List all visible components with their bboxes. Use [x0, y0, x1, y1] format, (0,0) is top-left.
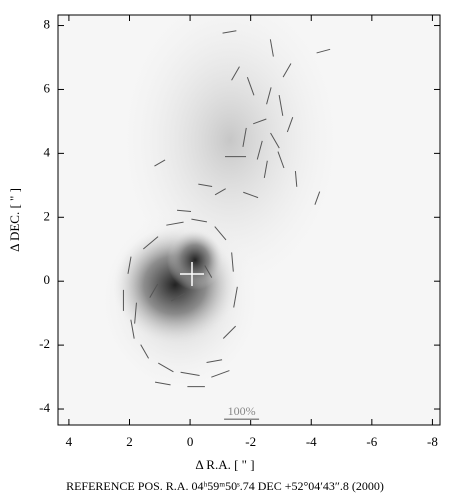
polarization-vector: [277, 151, 285, 169]
polarization-vector: [266, 87, 272, 105]
polarization-vector: [243, 191, 259, 199]
polarization-vector: [233, 286, 238, 308]
polarization-vector: [149, 283, 159, 298]
x-tick-label: 0: [187, 434, 194, 449]
polarization-vector: [140, 344, 150, 359]
polarization-vector: [134, 302, 137, 324]
x-tick-label: -6: [366, 434, 377, 449]
y-tick-label: -2: [39, 336, 50, 351]
polarization-vector: [211, 370, 230, 378]
y-tick-label: 8: [44, 17, 51, 32]
polarization-vector: [256, 140, 263, 160]
polarization-vector: [231, 66, 240, 81]
polarization-vector: [242, 127, 247, 147]
reference-cross: [180, 262, 204, 286]
polarization-vector: [316, 48, 331, 54]
y-tick-label: 4: [44, 144, 51, 159]
plot-frame: [57, 14, 441, 426]
polarization-vector: [222, 325, 237, 339]
polarization-vector: [314, 191, 321, 205]
polarization-vector: [269, 39, 274, 57]
x-tick-label: 4: [66, 434, 73, 449]
polarization-vector: [270, 132, 280, 149]
scale-bar-label: 100%: [228, 404, 256, 418]
polarization-vector: [282, 63, 292, 78]
polarization-vector: [191, 218, 208, 223]
x-tick-label: -8: [427, 434, 438, 449]
polarization-vector: [214, 226, 227, 241]
y-axis-label: Δ DEC. [ " ]: [7, 188, 22, 252]
polarization-vector: [286, 117, 294, 133]
polarization-vector: [177, 209, 192, 213]
intensity-map: [58, 15, 440, 425]
polarization-vector: [170, 292, 186, 302]
x-axis-label: Δ R.A. [ " ]: [195, 457, 254, 472]
polarization-vector: [204, 265, 213, 278]
vectors: [122, 30, 331, 388]
polarization-vector: [263, 160, 268, 179]
y-tick-label: -4: [39, 400, 50, 415]
y-tick-label: 0: [44, 272, 51, 287]
polarization-vector: [214, 188, 226, 196]
polarization-vector: [222, 30, 237, 34]
polarization-vector: [278, 95, 284, 116]
y-tick-label: 6: [44, 80, 51, 95]
polarization-vector: [158, 362, 174, 373]
x-tick-label: -2: [245, 434, 256, 449]
polarization-vector: [154, 159, 166, 167]
polarization-vector: [130, 319, 135, 339]
polarization-vector: [166, 221, 184, 226]
footer: REFERENCE POS. R.A. 04ʰ59ᵐ50ˢ.74 DEC +52…: [66, 479, 384, 493]
polarization-vector: [231, 252, 234, 272]
polarization-vector: [127, 256, 132, 274]
x-tick-label: 2: [126, 434, 133, 449]
polarization-vector: [180, 371, 200, 377]
x-tick-label: -4: [306, 434, 317, 449]
polarization-vector: [143, 236, 159, 250]
polarization-vector: [246, 77, 255, 96]
polarization-vector: [198, 183, 213, 188]
y-tick-label: 2: [44, 208, 51, 223]
polarization-vector: [154, 381, 171, 386]
polarization-vector: [294, 171, 298, 187]
polarization-vector: [253, 118, 267, 125]
polarization-vector: [206, 359, 223, 363]
